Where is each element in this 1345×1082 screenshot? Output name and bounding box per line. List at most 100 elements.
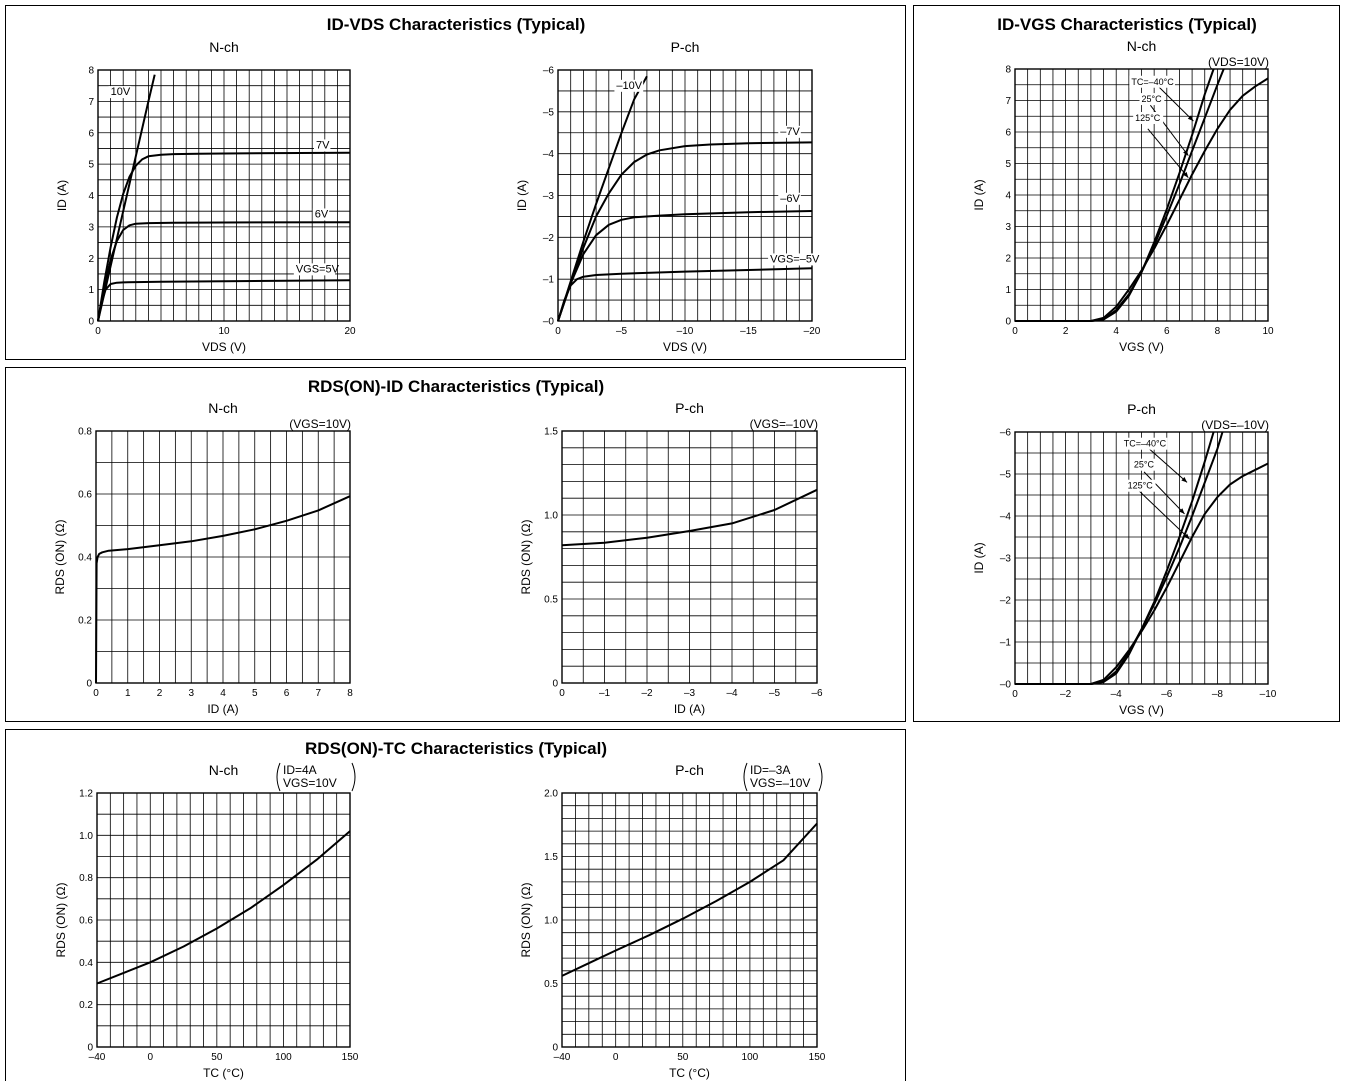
x-tick-label: 6 [284,688,290,699]
grid [96,431,350,683]
curve-label: 125°C [1128,481,1154,491]
chart-rds-id-pch: 0 –1 –2 –3 –4 –5 –6 0 0.5 1.0 1.5 ID (A) RDS (ON) (Ω… [519,400,823,716]
x-axis-label: ID (A) [207,702,238,716]
y-tick-label: 0.6 [78,490,92,501]
chart-subtitle: P-ch [1127,401,1156,417]
arrow-head [1183,533,1190,540]
series-line [95,495,351,684]
y-tick-label: 0 [552,1043,558,1054]
y-tick-label: 0.8 [79,873,93,884]
x-tick-label: 0 [93,688,99,699]
y-tick-label: 5 [88,160,94,171]
grid [562,431,817,683]
panel-title: ID-VDS Characteristics (Typical) [327,15,586,34]
chart-subtitle: N-ch [209,39,239,55]
curve-label: –10V [616,80,642,92]
test-condition: (VGS=10V) [289,417,351,431]
test-condition: VGS=10V [283,776,337,790]
x-tick-label: –6 [1161,689,1173,700]
test-condition: (VDS=10V) [1208,55,1269,69]
series-line [557,210,813,322]
curve-label-bg [108,86,132,99]
curve-label: –6V [780,193,800,205]
chart-id-vgs-pch: 0 –2 –4 –6 –8 –10 –0 –1 –2 –3 –4 –5 –6 VGS (V) ID (A) P… [972,401,1277,717]
x-tick-label: –40 [554,1052,571,1063]
test-condition: ID=–3A [750,763,790,777]
arrow-head [1187,115,1194,121]
curve-label: VGS=5V [296,263,340,275]
chart-rds-id-nch: 0 1 2 3 4 5 6 7 8 0 0.2 0.4 0.6 0.8 ID (A) RDS (ON) (Ω)… [53,400,353,716]
y-tick-label: –5 [543,107,555,118]
condition-bracket-left [743,762,748,792]
y-tick-label: 0.5 [544,595,558,606]
x-tick-label: 3 [188,688,194,699]
curve-label: TC=–40°C [1124,439,1167,449]
y-tick-label: 1.0 [544,916,558,927]
x-tick-label: 6 [1164,326,1170,337]
chart-canvas-id-vgs: ID-VGS Characteristics (Typical) 0 2 4 6 8 10… [972,15,1277,717]
y-tick-label: –1 [1000,638,1012,649]
test-condition: (VDS=–10V) [1201,418,1269,432]
y-tick-label: –3 [543,191,555,202]
condition-bracket-left [276,762,281,792]
x-axis-label: VGS (V) [1119,703,1164,717]
curve-label-bg [293,263,336,276]
series-line [1015,68,1225,322]
condition-bracket-right [351,762,356,792]
y-tick-label: 0 [87,1043,93,1054]
y-tick-label: 7 [88,97,94,108]
grid [562,793,817,1047]
curve-label-bg [313,139,331,152]
series-line [557,267,813,322]
x-tick-label: 50 [677,1052,689,1063]
curve-label: VGS=–5V [770,253,820,265]
x-tick-label: –6 [811,688,823,699]
chart-subtitle: P-ch [675,762,704,778]
x-axis-label: ID (A) [674,702,705,716]
y-tick-label: 0.2 [78,616,92,627]
x-tick-label: –4 [1111,689,1123,700]
y-tick-label: 4 [88,191,94,202]
x-tick-label: 4 [1113,326,1119,337]
y-axis-label: ID (A) [972,542,986,573]
panel-id-vgs: ID-VGS Characteristics (Typical) 0 2 4 6 8 10… [913,5,1340,722]
y-tick-label: –6 [543,66,555,77]
x-tick-label: –5 [769,688,781,699]
series-line [557,141,813,322]
arrow-head [1183,149,1189,156]
grid [558,70,812,321]
x-tick-label: 150 [342,1052,359,1063]
x-tick-label: 50 [211,1052,223,1063]
y-tick-label: 3 [88,222,94,233]
panel-rds-tc: RDS(ON)-TC Characteristics (Typical) –40… [5,729,906,1081]
annotation-arrow [1148,448,1188,483]
y-tick-label: 2 [1005,254,1011,265]
x-tick-label: 8 [347,688,353,699]
y-axis-label: ID (A) [972,179,986,210]
y-tick-label: 0 [86,679,92,690]
y-tick-label: 1.5 [544,427,558,438]
x-axis-label: VGS (V) [1119,340,1164,354]
x-tick-label: 5 [252,688,258,699]
series-line [1015,462,1269,685]
plot-frame [557,69,813,322]
plot-frame [96,792,351,1048]
curve-label-bg [768,253,816,266]
y-axis-label: RDS (ON) (Ω) [519,883,533,958]
curve-label-bg [778,125,801,138]
x-tick-label: 7 [315,688,321,699]
x-axis-label: VDS (V) [202,340,246,354]
panel-title: RDS(ON)-ID Characteristics (Typical) [308,377,604,396]
chart-subtitle: N-ch [209,762,239,778]
curve-label: 25°C [1134,460,1155,470]
x-tick-label: 20 [344,326,356,337]
y-tick-label: 1.0 [544,511,558,522]
x-tick-label: 100 [742,1052,759,1063]
series-line [561,822,818,977]
x-tick-label: –20 [804,326,821,337]
x-tick-label: 0 [95,326,101,337]
curve-label-bg [1125,479,1156,492]
chart-id-vds-nch: 0 10 20 0 1 2 3 4 5 6 7 8 VDS (V) ID (A) N-ch 10V 7V 6V VG… [55,39,356,354]
series-line [97,151,351,322]
chart-subtitle: N-ch [208,400,238,416]
